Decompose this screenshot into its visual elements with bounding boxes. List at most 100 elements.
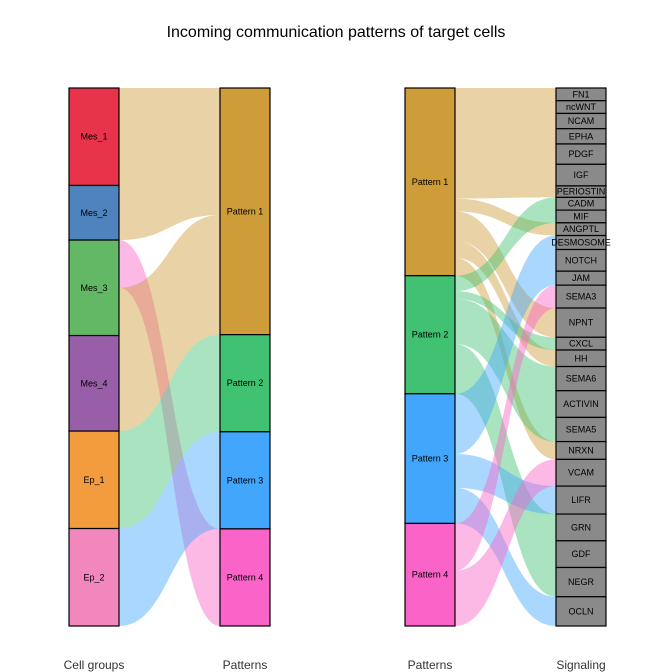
flow-pattern-1-to-epha	[455, 128, 556, 145]
signaling-label-ncam: NCAM	[568, 116, 595, 126]
flow-mes-3-to-pattern-1	[119, 214, 220, 336]
flow-pattern-1-to-npnt	[455, 211, 556, 338]
flow-pattern-2-to-gdf	[455, 360, 556, 568]
cell-group-node-ep-1	[68, 430, 120, 530]
signaling-label-periostin: PERIOSTIN	[557, 187, 606, 197]
cell-group-node-mes-2	[68, 184, 120, 241]
flow-pattern-2-to-grn	[455, 343, 556, 541]
flow-pattern-1-to-pdgf	[455, 143, 556, 166]
flow-ep-1-to-pattern-2	[119, 334, 220, 529]
signaling-label-mif: MIF	[573, 211, 589, 221]
flow-pattern-2-to-mif	[455, 210, 556, 292]
cell-group-label-mes-2: Mes_2	[80, 208, 107, 218]
signaling-label-epha: EPHA	[569, 131, 594, 141]
signaling-label-angptl: ANGPTL	[563, 224, 599, 234]
flow-pattern-1-to-angptl	[455, 198, 556, 236]
cell-group-label-mes-4: Mes_4	[80, 378, 107, 388]
signaling-label-ocln: OCLN	[568, 606, 593, 616]
signaling-label-activin: ACTIVIN	[563, 399, 599, 409]
flow-pattern-3-to-ocln	[455, 487, 556, 626]
left-pattern-label-pattern-2: Pattern 2	[227, 378, 264, 388]
right-pattern-node-pattern-1	[404, 87, 456, 277]
right-pattern-label-pattern-3: Pattern 3	[412, 454, 449, 464]
flow-pattern-1-to-ncwnt	[455, 100, 556, 114]
cell-group-node-mes-3	[68, 239, 120, 337]
flow-mes-1-to-pattern-1	[119, 88, 220, 186]
left-pattern-label-pattern-3: Pattern 3	[227, 475, 264, 485]
flow-pattern-2-to-activin	[455, 313, 556, 418]
signaling-label-fn1: FN1	[572, 89, 589, 99]
signaling-label-npnt: NPNT	[569, 318, 594, 328]
cell-group-label-mes-3: Mes_3	[80, 283, 107, 293]
signaling-label-gdf: GDF	[572, 549, 592, 559]
signaling-label-cxcl: CXCL	[569, 339, 593, 349]
signaling-label-sema6: SEMA6	[566, 374, 597, 384]
signaling-node-gdf	[555, 540, 607, 569]
left-pattern-node-pattern-3	[219, 431, 271, 530]
signaling-node-lifr	[555, 485, 607, 515]
signaling-node-ocln	[555, 596, 607, 627]
flow-ep-2-to-pattern-3	[119, 431, 220, 626]
flow-mes-4-to-pattern-1	[119, 254, 220, 432]
signaling-label-hh: HH	[575, 353, 588, 363]
axis-label-patterns-right: Patterns	[408, 658, 453, 672]
cell-group-node-mes-4	[68, 334, 120, 432]
flow-pattern-1-to-ncam	[455, 113, 556, 130]
flow-pattern-3-to-notch	[455, 249, 556, 437]
signaling-label-nrxn: NRXN	[568, 445, 594, 455]
flow-mes-3-to-pattern-4	[119, 240, 220, 627]
signaling-label-vcam: VCAM	[568, 468, 594, 478]
signaling-node-negr	[555, 566, 607, 598]
flow-pattern-1-to-fn1	[455, 88, 556, 101]
flow-pattern-1-to-nrxn	[455, 257, 556, 460]
signaling-label-sema5: SEMA5	[566, 424, 597, 434]
flow-pattern-3-to-jam	[455, 271, 556, 454]
signaling-label-ncwnt: ncWNT	[566, 102, 596, 112]
chart-title: Incoming communication patterns of targe…	[167, 24, 506, 41]
signaling-label-negr: NEGR	[568, 577, 595, 587]
right-pattern-node-pattern-4	[404, 522, 456, 627]
left-pattern-node-pattern-4	[219, 528, 271, 627]
signaling-label-lifr: LIFR	[571, 495, 591, 505]
right-pattern-label-pattern-4: Pattern 4	[412, 570, 449, 580]
left-pattern-label-pattern-4: Pattern 4	[227, 572, 264, 582]
signaling-node-activin	[555, 390, 607, 419]
flow-pattern-4-to-sema3	[455, 285, 556, 571]
left-pattern-node-pattern-1	[219, 87, 271, 336]
cell-group-label-mes-1: Mes_1	[80, 132, 107, 142]
cell-group-label-ep-1: Ep_1	[83, 475, 104, 485]
signaling-label-desmosome: DESMOSOME	[551, 238, 611, 248]
flow-pattern-2-to-negr	[455, 376, 556, 597]
nodes: Mes_1 Mes_2 Mes_3 Mes_4 Ep_1 Ep_2 Pattern 1 Pat…	[68, 87, 611, 627]
axis-label-cell-groups: Cell groups	[64, 658, 125, 672]
flow-pattern-2-to-cxcl	[455, 291, 556, 351]
signaling-node-vcam	[555, 458, 607, 487]
signaling-node-grn	[555, 513, 607, 542]
flow-pattern-1-to-igf	[455, 164, 556, 188]
flow-pattern-3-to-lifr	[455, 453, 556, 515]
flows-left-panel	[119, 88, 220, 627]
axis-label-signaling: Signaling	[556, 658, 605, 672]
cell-group-node-ep-2	[68, 527, 120, 627]
signaling-label-cadm: CADM	[568, 199, 595, 209]
signaling-label-igf: IGF	[574, 170, 590, 180]
left-pattern-node-pattern-2	[219, 334, 271, 433]
signaling-label-jam: JAM	[572, 273, 590, 283]
flows-right-panel	[455, 88, 556, 626]
flow-pattern-2-to-sema6	[455, 298, 556, 391]
flow-pattern-1-to-periostin	[455, 185, 556, 199]
signaling-label-sema3: SEMA3	[566, 292, 597, 302]
signaling-label-pdgf: PDGF	[568, 149, 594, 159]
flow-pattern-2-to-sema5	[455, 329, 556, 442]
axis-label-patterns-left: Patterns	[223, 658, 268, 672]
flow-pattern-4-to-vcam	[455, 459, 556, 626]
flow-pattern-1-to-hh	[455, 241, 556, 367]
left-pattern-label-pattern-1: Pattern 1	[227, 206, 264, 216]
flow-pattern-2-to-cadm	[455, 197, 556, 284]
right-pattern-label-pattern-2: Pattern 2	[412, 330, 449, 340]
right-pattern-node-pattern-3	[404, 393, 456, 525]
cell-group-label-ep-2: Ep_2	[83, 572, 104, 582]
flow-pattern-3-to-desmosome	[455, 235, 556, 411]
right-pattern-label-pattern-1: Pattern 1	[412, 177, 449, 187]
